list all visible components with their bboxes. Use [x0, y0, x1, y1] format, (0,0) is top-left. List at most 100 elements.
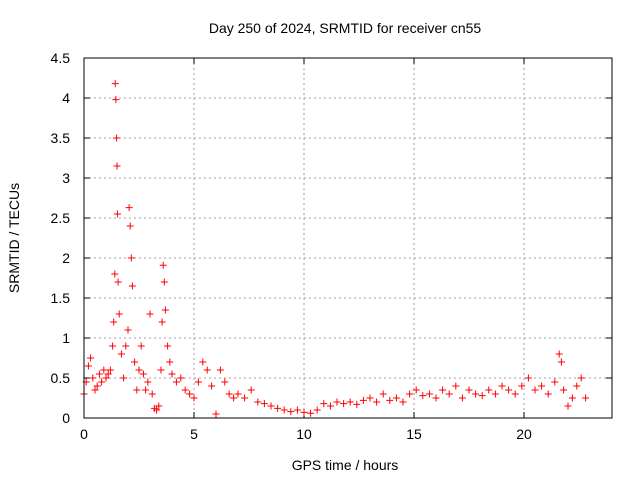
data-point — [203, 366, 211, 374]
data-point — [133, 386, 141, 394]
data-point — [131, 358, 139, 366]
data-point — [221, 378, 229, 386]
data-point — [333, 398, 341, 406]
data-point — [568, 394, 576, 402]
data-point — [472, 390, 480, 398]
data-point — [112, 96, 120, 104]
data-point — [120, 374, 128, 382]
y-tick-label: 0.5 — [51, 370, 71, 386]
data-point — [148, 390, 156, 398]
data-point — [307, 409, 315, 417]
data-point — [419, 392, 427, 400]
data-point — [452, 382, 460, 390]
data-point — [137, 342, 145, 350]
data-point — [432, 394, 440, 402]
data-point — [287, 408, 295, 416]
data-point — [84, 362, 92, 370]
data-point — [300, 408, 308, 416]
data-point — [89, 374, 97, 382]
data-point — [241, 394, 249, 402]
data-point — [230, 394, 238, 402]
data-point — [91, 386, 99, 394]
data-point — [505, 386, 513, 394]
data-point — [117, 350, 125, 358]
data-point — [274, 404, 282, 412]
data-point — [280, 406, 288, 414]
data-point — [465, 386, 473, 394]
data-point — [166, 358, 174, 366]
data-point — [564, 402, 572, 410]
y-tick-label: 0 — [62, 410, 70, 426]
data-point — [212, 410, 220, 418]
data-point — [320, 400, 328, 408]
data-point — [399, 398, 407, 406]
data-point — [113, 162, 121, 170]
data-point — [110, 318, 118, 326]
data-point — [122, 342, 130, 350]
data-point — [115, 310, 123, 318]
data-point — [379, 390, 387, 398]
data-point — [177, 374, 185, 382]
data-point — [102, 374, 110, 382]
chart-title: Day 250 of 2024, SRMTID for receiver cn5… — [209, 20, 482, 36]
data-point — [225, 390, 233, 398]
data-point — [267, 402, 275, 410]
data-point — [247, 386, 255, 394]
y-tick-label: 2.5 — [51, 210, 71, 226]
data-point — [208, 382, 216, 390]
data-point — [142, 386, 150, 394]
data-point — [392, 394, 400, 402]
data-point — [234, 390, 242, 398]
data-point — [326, 402, 334, 410]
data-point — [114, 278, 122, 286]
data-point — [491, 390, 499, 398]
data-point — [555, 350, 563, 358]
x-tick-label: 15 — [406, 426, 422, 442]
data-points — [80, 80, 590, 418]
y-tick-label: 1 — [62, 330, 70, 346]
data-point — [425, 390, 433, 398]
data-point — [190, 394, 198, 402]
data-point — [155, 402, 163, 410]
data-point — [93, 382, 101, 390]
data-point — [445, 390, 453, 398]
y-tick-label: 3.5 — [51, 130, 71, 146]
data-point — [160, 278, 168, 286]
data-point — [109, 342, 117, 350]
data-point — [199, 358, 207, 366]
data-point — [524, 374, 532, 382]
data-point — [128, 282, 136, 290]
x-tick-label: 20 — [516, 426, 532, 442]
y-tick-label: 1.5 — [51, 290, 71, 306]
x-tick-label: 5 — [190, 426, 198, 442]
data-point — [439, 386, 447, 394]
data-point — [518, 382, 526, 390]
data-point — [313, 406, 321, 414]
data-point — [353, 400, 361, 408]
x-tick-label: 10 — [296, 426, 312, 442]
data-point — [113, 134, 121, 142]
data-point — [254, 398, 262, 406]
data-point — [557, 358, 565, 366]
data-point — [531, 386, 539, 394]
y-tick-label: 4 — [62, 90, 70, 106]
data-point — [164, 342, 172, 350]
plot-frame — [83, 57, 613, 419]
data-point — [144, 378, 152, 386]
data-point — [161, 306, 169, 314]
data-point — [139, 370, 147, 378]
data-point — [125, 204, 133, 212]
data-point — [100, 366, 108, 374]
data-point — [158, 318, 166, 326]
data-point — [560, 386, 568, 394]
data-point — [544, 390, 552, 398]
data-point — [135, 366, 143, 374]
axis-ticks: 0 5 10 15 20 0 0.5 1 1.5 2 2.5 3 3.5 4 4.5 — [51, 50, 612, 442]
data-point — [293, 406, 301, 414]
data-point — [153, 406, 161, 414]
data-point — [126, 222, 134, 230]
data-point — [95, 370, 103, 378]
y-tick-label: 3 — [62, 170, 70, 186]
